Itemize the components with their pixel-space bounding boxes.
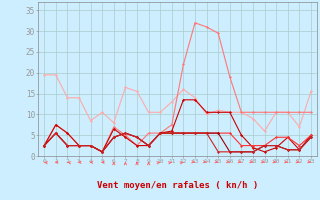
X-axis label: Vent moyen/en rafales ( kn/h ): Vent moyen/en rafales ( kn/h ) xyxy=(97,181,258,190)
